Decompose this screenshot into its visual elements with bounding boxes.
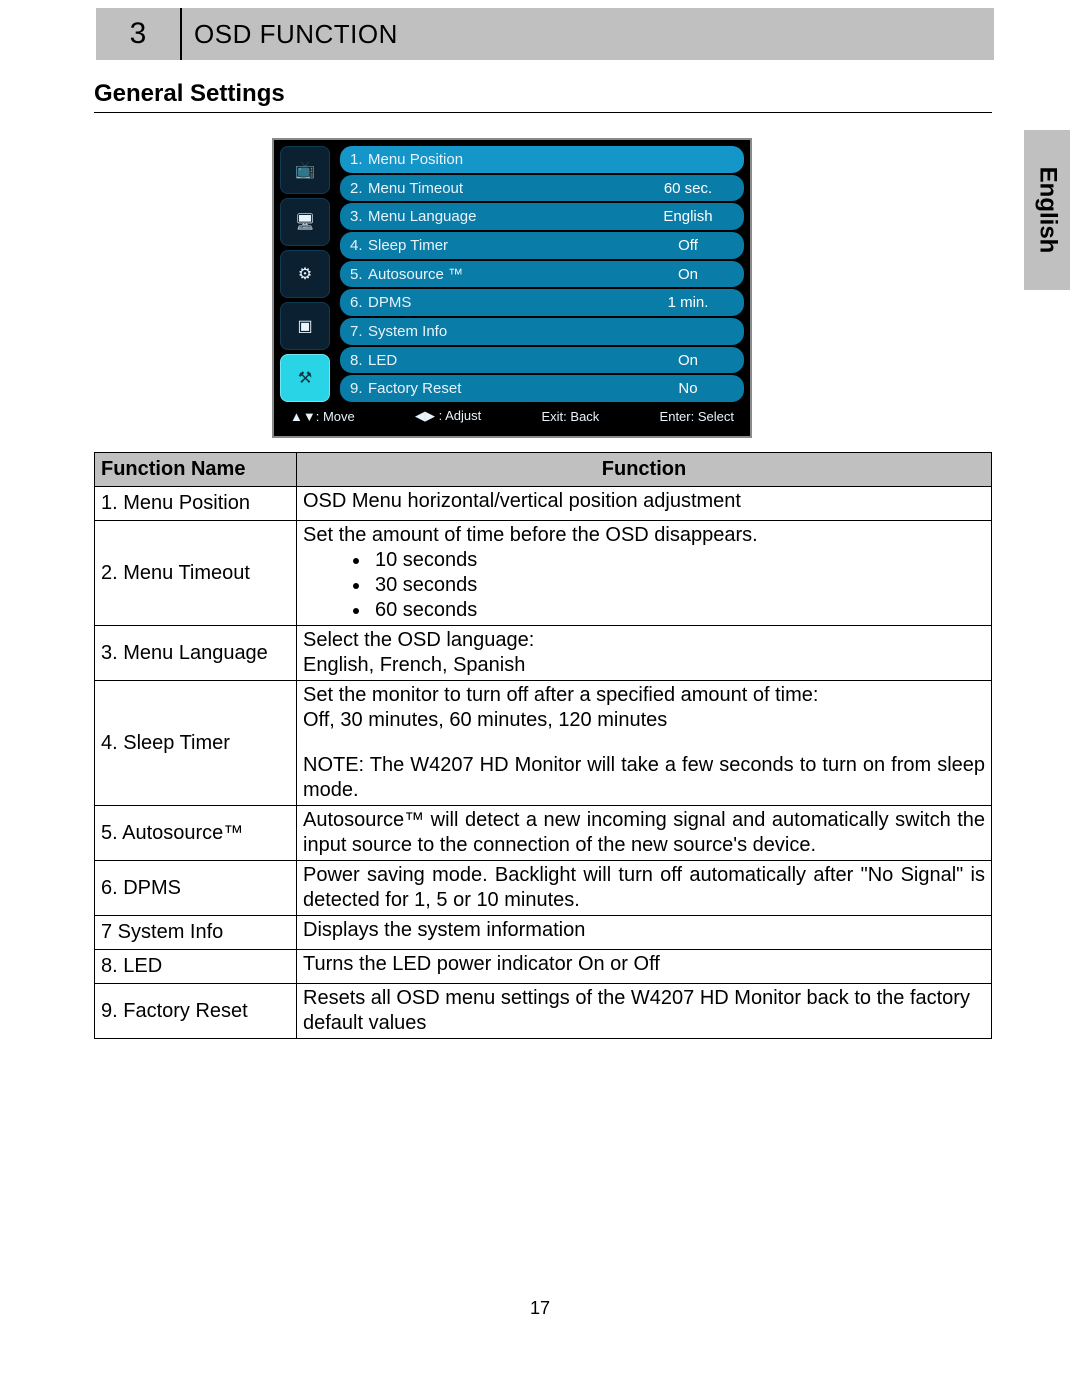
osd-row-value: English — [642, 208, 734, 225]
function-name-cell: 5. Autosource™ — [95, 806, 297, 861]
pip-icon: ▣ — [280, 302, 330, 350]
osd-row-value: On — [642, 266, 734, 283]
osd-row-label: LED — [368, 352, 642, 369]
osd-row-label: Factory Reset — [368, 380, 642, 397]
language-tab-text: English — [1033, 167, 1061, 254]
osd-row: 4.Sleep TimerOff — [340, 232, 744, 259]
osd-row: 7.System Info — [340, 318, 744, 345]
function-desc-cell: Displays the system information — [297, 916, 992, 950]
table-row: 4. Sleep TimerSet the monitor to turn of… — [95, 681, 992, 806]
osd-row: 9.Factory ResetNo — [340, 375, 744, 402]
osd-row: 2.Menu Timeout60 sec. — [340, 175, 744, 202]
table-row: 9. Factory ResetResets all OSD menu sett… — [95, 984, 992, 1039]
chapter-header: 3 OSD FUNCTION — [96, 8, 994, 60]
col-function-name: Function Name — [95, 453, 297, 487]
osd-icon-column: 📺🖥⚙▣⚒ — [280, 146, 334, 402]
osd-row-num: 5. — [350, 266, 368, 283]
pc-icon: 🖥 — [280, 198, 330, 246]
table-row: 6. DPMSPower saving mode. Backlight will… — [95, 861, 992, 916]
function-name-cell: 4. Sleep Timer — [95, 681, 297, 806]
osd-row-value: Off — [642, 237, 734, 254]
osd-foot-exit: Exit: Back — [542, 409, 600, 424]
osd-foot-adjust: ◀▶ : Adjust — [415, 408, 481, 424]
function-name-cell: 6. DPMS — [95, 861, 297, 916]
osd-row-label: Menu Language — [368, 208, 642, 225]
osd-row-label: System Info — [368, 323, 642, 340]
osd-foot-enter: Enter: Select — [660, 409, 734, 424]
function-name-cell: 9. Factory Reset — [95, 984, 297, 1039]
function-desc-cell: Resets all OSD menu settings of the W420… — [297, 984, 992, 1039]
function-name-cell: 3. Menu Language — [95, 626, 297, 681]
osd-row-value: 1 min. — [642, 294, 734, 311]
osd-row-num: 2. — [350, 180, 368, 197]
page-number: 17 — [0, 1298, 1080, 1319]
osd-row: 5.Autosource ™On — [340, 261, 744, 288]
osd-footer: ▲▼: Move ◀▶ : Adjust Exit: Back Enter: S… — [280, 402, 744, 430]
table-row: 3. Menu LanguageSelect the OSD language:… — [95, 626, 992, 681]
function-desc-cell: Power saving mode. Backlight will turn o… — [297, 861, 992, 916]
osd-row-label: Autosource ™ — [368, 266, 642, 283]
osd-row-value: No — [642, 380, 734, 397]
osd-row-num: 6. — [350, 294, 368, 311]
osd-row-num: 7. — [350, 323, 368, 340]
osd-row-num: 9. — [350, 380, 368, 397]
av-icon: ⚙ — [280, 250, 330, 298]
chapter-number: 3 — [96, 8, 182, 60]
osd-row-num: 1. — [350, 151, 368, 168]
function-table: Function Name Function 1. Menu PositionO… — [94, 452, 992, 1039]
table-row: 2. Menu TimeoutSet the amount of time be… — [95, 521, 992, 626]
osd-menu-list: 1.Menu Position2.Menu Timeout60 sec.3.Me… — [340, 146, 744, 402]
tv-icon: 📺 — [280, 146, 330, 194]
table-row: 1. Menu PositionOSD Menu horizontal/vert… — [95, 487, 992, 521]
function-name-cell: 8. LED — [95, 950, 297, 984]
osd-row-value: On — [642, 352, 734, 369]
osd-foot-move: ▲▼: Move — [290, 409, 355, 424]
osd-row-label: Sleep Timer — [368, 237, 642, 254]
function-name-cell: 1. Menu Position — [95, 487, 297, 521]
section-rule — [94, 112, 992, 113]
osd-row-num: 8. — [350, 352, 368, 369]
osd-row-value: 60 sec. — [642, 180, 734, 197]
function-desc-cell: Set the monitor to turn off after a spec… — [297, 681, 992, 806]
function-desc-cell: Select the OSD language:English, French,… — [297, 626, 992, 681]
osd-row-num: 3. — [350, 208, 368, 225]
function-name-cell: 7 System Info — [95, 916, 297, 950]
table-row: 7 System InfoDisplays the system informa… — [95, 916, 992, 950]
osd-row-label: Menu Timeout — [368, 180, 642, 197]
osd-row: 1.Menu Position — [340, 146, 744, 173]
chapter-title: OSD FUNCTION — [182, 19, 398, 50]
table-row: 5. Autosource™Autosource™ will detect a … — [95, 806, 992, 861]
osd-row: 3.Menu LanguageEnglish — [340, 203, 744, 230]
osd-row: 6.DPMS1 min. — [340, 289, 744, 316]
osd-row-label: DPMS — [368, 294, 642, 311]
osd-row: 8.LEDOn — [340, 347, 744, 374]
function-name-cell: 2. Menu Timeout — [95, 521, 297, 626]
function-desc-cell: Turns the LED power indicator On or Off — [297, 950, 992, 984]
table-row: 8. LEDTurns the LED power indicator On o… — [95, 950, 992, 984]
function-desc-cell: Autosource™ will detect a new incoming s… — [297, 806, 992, 861]
osd-row-label: Menu Position — [368, 151, 642, 168]
function-desc-cell: Set the amount of time before the OSD di… — [297, 521, 992, 626]
osd-screenshot: 📺🖥⚙▣⚒ 1.Menu Position2.Menu Timeout60 se… — [272, 138, 752, 438]
col-function: Function — [297, 453, 992, 487]
language-tab: English — [1024, 130, 1070, 290]
function-desc-cell: OSD Menu horizontal/vertical position ad… — [297, 487, 992, 521]
osd-row-num: 4. — [350, 237, 368, 254]
section-title: General Settings — [94, 80, 285, 108]
settings-icon: ⚒ — [280, 354, 330, 402]
